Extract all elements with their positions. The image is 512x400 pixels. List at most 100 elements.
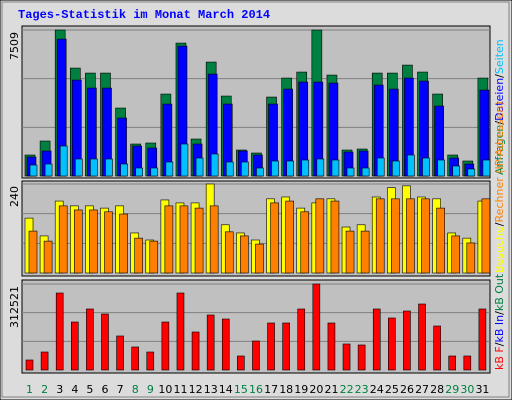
- bar: [463, 355, 472, 371]
- bar: [59, 145, 68, 177]
- bar: [376, 157, 385, 177]
- x-tick-label: 18: [279, 383, 293, 396]
- bar: [237, 355, 245, 371]
- legend-entry: kB In: [493, 315, 506, 343]
- x-tick-label: 30: [460, 383, 474, 396]
- bar: [407, 154, 415, 177]
- bar: [165, 161, 174, 177]
- bar: [90, 158, 98, 177]
- legend-separator: /: [493, 311, 506, 315]
- bar: [74, 158, 83, 177]
- bar: [315, 198, 325, 274]
- bar: [437, 159, 445, 177]
- bar: [388, 317, 396, 371]
- bar: [372, 308, 381, 371]
- bar: [225, 161, 234, 177]
- bar: [252, 340, 260, 371]
- legend-separator: /: [493, 121, 506, 125]
- bar: [256, 167, 264, 177]
- bar: [467, 168, 476, 177]
- bar: [482, 159, 491, 177]
- bar: [40, 351, 49, 371]
- bar: [312, 283, 321, 371]
- legend: Besuche/Rechner (IP-Adressen): [493, 101, 506, 273]
- x-tick-label: 5: [86, 383, 93, 396]
- legend-entry: Besuche: [493, 226, 506, 273]
- x-tick-label: 4: [71, 383, 78, 396]
- x-tick-label: 25: [385, 383, 399, 396]
- y-tick-label: 240: [8, 186, 21, 207]
- legend-separator: /: [493, 222, 506, 226]
- x-tick-label: 21: [324, 383, 338, 396]
- bar: [270, 202, 279, 274]
- legend-entry: Seiten: [493, 39, 506, 74]
- y-tick-label: 312521: [8, 286, 21, 328]
- x-tick-label: 10: [158, 383, 172, 396]
- bar: [105, 158, 113, 177]
- legend-entry: kB F: [493, 346, 506, 370]
- bar: [89, 209, 98, 274]
- bar: [29, 164, 38, 177]
- bar: [436, 207, 445, 274]
- bar: [271, 160, 279, 177]
- y-tick-label: 7509: [8, 32, 21, 60]
- bar: [191, 331, 200, 371]
- x-tick-label: 20: [309, 383, 323, 396]
- x-tick-label: 9: [147, 383, 154, 396]
- bar: [135, 167, 143, 177]
- bar: [330, 200, 340, 274]
- bar: [345, 230, 355, 274]
- legend-entry: Anfragen: [493, 125, 506, 175]
- bar: [422, 157, 430, 177]
- bar: [433, 325, 441, 371]
- bar: [209, 205, 219, 274]
- x-tick-label: 23: [355, 383, 369, 396]
- bar: [224, 231, 234, 274]
- bar: [255, 243, 264, 274]
- x-tick-label: 12: [189, 383, 203, 396]
- x-tick-label: 2: [41, 383, 48, 396]
- bar: [357, 344, 366, 371]
- x-tick-label: 22: [340, 383, 354, 396]
- bar: [70, 321, 79, 371]
- x-tick-label: 26: [400, 383, 414, 396]
- bar: [134, 237, 143, 274]
- bar: [375, 198, 385, 274]
- bar: [452, 165, 461, 177]
- bar: [149, 240, 159, 274]
- bar: [161, 321, 170, 371]
- bar: [146, 351, 155, 371]
- bar: [104, 211, 113, 274]
- bar: [25, 359, 34, 371]
- x-tick-label: 3: [56, 383, 63, 396]
- bar: [150, 167, 159, 177]
- x-tick-label: 19: [294, 383, 308, 396]
- legend-entry: kB Out: [493, 273, 506, 311]
- bar: [195, 157, 204, 177]
- bar: [466, 242, 476, 274]
- bar: [342, 343, 351, 371]
- legend: Anfragen/Dateien/Seiten: [493, 39, 506, 175]
- bar: [116, 335, 124, 371]
- x-tick-label: 28: [430, 383, 444, 396]
- bar: [179, 205, 189, 274]
- bar: [221, 318, 230, 371]
- bar: [481, 198, 491, 274]
- bar: [478, 308, 487, 371]
- chart-title: Tages-Statistik im Monat March 2014: [18, 8, 270, 22]
- bar: [406, 198, 415, 274]
- bar: [316, 158, 325, 177]
- bar: [360, 230, 370, 274]
- bar: [448, 355, 457, 371]
- bar: [403, 310, 411, 371]
- bar: [286, 160, 294, 177]
- x-tick-label: 15: [234, 383, 248, 396]
- bar: [176, 292, 185, 371]
- x-tick-label: 29: [445, 383, 459, 396]
- x-tick-label: 13: [204, 383, 218, 396]
- x-tick-label: 8: [132, 383, 139, 396]
- bar: [58, 205, 68, 274]
- bar: [120, 163, 128, 177]
